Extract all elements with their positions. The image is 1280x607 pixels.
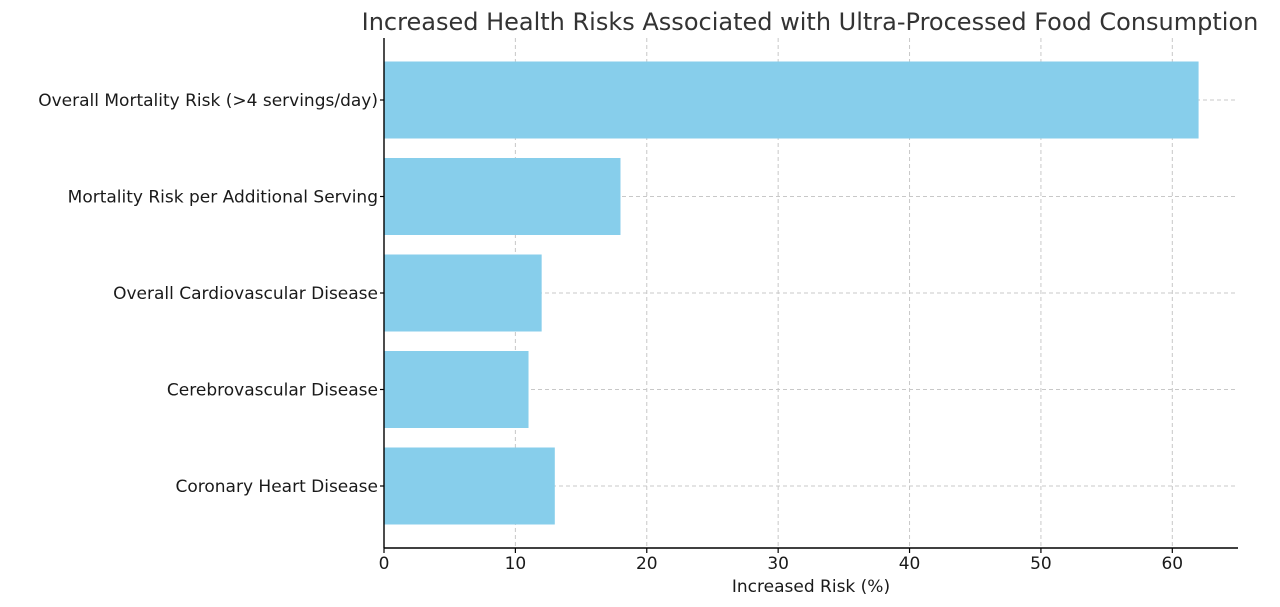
category-label: Overall Mortality Risk (>4 servings/day) — [38, 91, 378, 111]
x-ticks: 0 10 20 30 40 50 60 — [379, 99, 1183, 574]
category-label: Cerebrovascular Disease — [167, 381, 378, 401]
x-tick-label: 30 — [767, 554, 789, 574]
bar — [384, 254, 542, 332]
category-label: Coronary Heart Disease — [175, 477, 378, 497]
category-label: Mortality Risk per Additional Serving — [68, 188, 378, 208]
bar — [384, 61, 1199, 139]
x-tick-label: 60 — [1161, 554, 1183, 574]
x-tick-label: 40 — [899, 554, 921, 574]
category-label: Overall Cardiovascular Disease — [113, 284, 378, 304]
bar — [384, 447, 555, 525]
x-tick-label: 20 — [636, 554, 658, 574]
x-axis-label: Increased Risk (%) — [732, 577, 890, 597]
bar — [384, 351, 529, 428]
chart-title: Increased Health Risks Associated with U… — [362, 8, 1259, 36]
bars — [384, 61, 1199, 525]
x-tick-label: 0 — [379, 554, 390, 574]
bar — [384, 158, 621, 235]
category-labels: Overall Mortality Risk (>4 servings/day)… — [38, 91, 378, 497]
x-tick-label: 50 — [1030, 554, 1052, 574]
x-tick-label: 10 — [505, 554, 527, 574]
